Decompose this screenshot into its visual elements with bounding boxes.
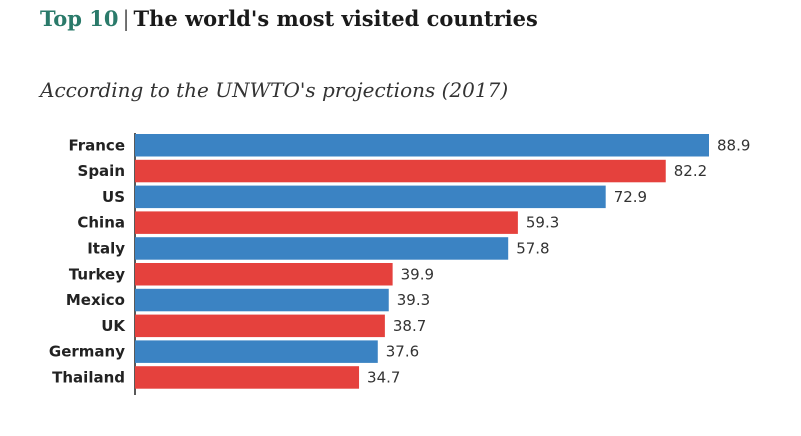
category-label-thailand: Thailand: [52, 368, 125, 386]
value-label-turkey: 39.9: [401, 265, 434, 283]
bar-us: [135, 185, 606, 209]
title-main: The world's most visited countries: [133, 6, 538, 31]
category-label-mexico: Mexico: [66, 291, 125, 309]
title-separator: |: [122, 7, 130, 31]
bar-france: [135, 134, 709, 157]
category-label-uk: UK: [101, 317, 126, 335]
category-label-germany: Germany: [49, 343, 125, 361]
chart-title: Top 10 | The world's most visited countrie…: [40, 6, 538, 31]
value-label-thailand: 34.7: [367, 368, 400, 386]
category-label-us: US: [102, 188, 125, 206]
category-label-italy: Italy: [87, 239, 125, 257]
bar-turkey: [135, 263, 393, 286]
bar-spain: [135, 159, 666, 183]
value-label-italy: 57.8: [516, 239, 549, 257]
bar-thailand: [135, 366, 360, 389]
category-label-france: France: [68, 136, 125, 154]
bar-china: [135, 211, 518, 234]
bars-group: France 88.9 Spain 82.2 US 72.9 China 59.3 Italy 5…: [49, 134, 750, 389]
title-prefix: Top 10: [40, 6, 119, 31]
bar-italy: [135, 237, 509, 260]
chart-subtitle: According to the UNWTO's projections (20…: [40, 78, 509, 102]
category-label-spain: Spain: [78, 162, 125, 180]
bar-germany: [135, 340, 378, 363]
value-label-china: 59.3: [526, 214, 559, 232]
bar-mexico: [135, 288, 389, 312]
category-label-turkey: Turkey: [69, 265, 125, 283]
value-label-mexico: 39.3: [397, 291, 430, 309]
value-label-germany: 37.6: [386, 343, 419, 361]
category-label-china: China: [77, 214, 125, 232]
bar-uk: [135, 314, 385, 338]
value-label-spain: 82.2: [674, 162, 707, 180]
value-label-us: 72.9: [614, 188, 647, 206]
value-label-france: 88.9: [717, 136, 750, 154]
value-label-uk: 38.7: [393, 317, 426, 335]
